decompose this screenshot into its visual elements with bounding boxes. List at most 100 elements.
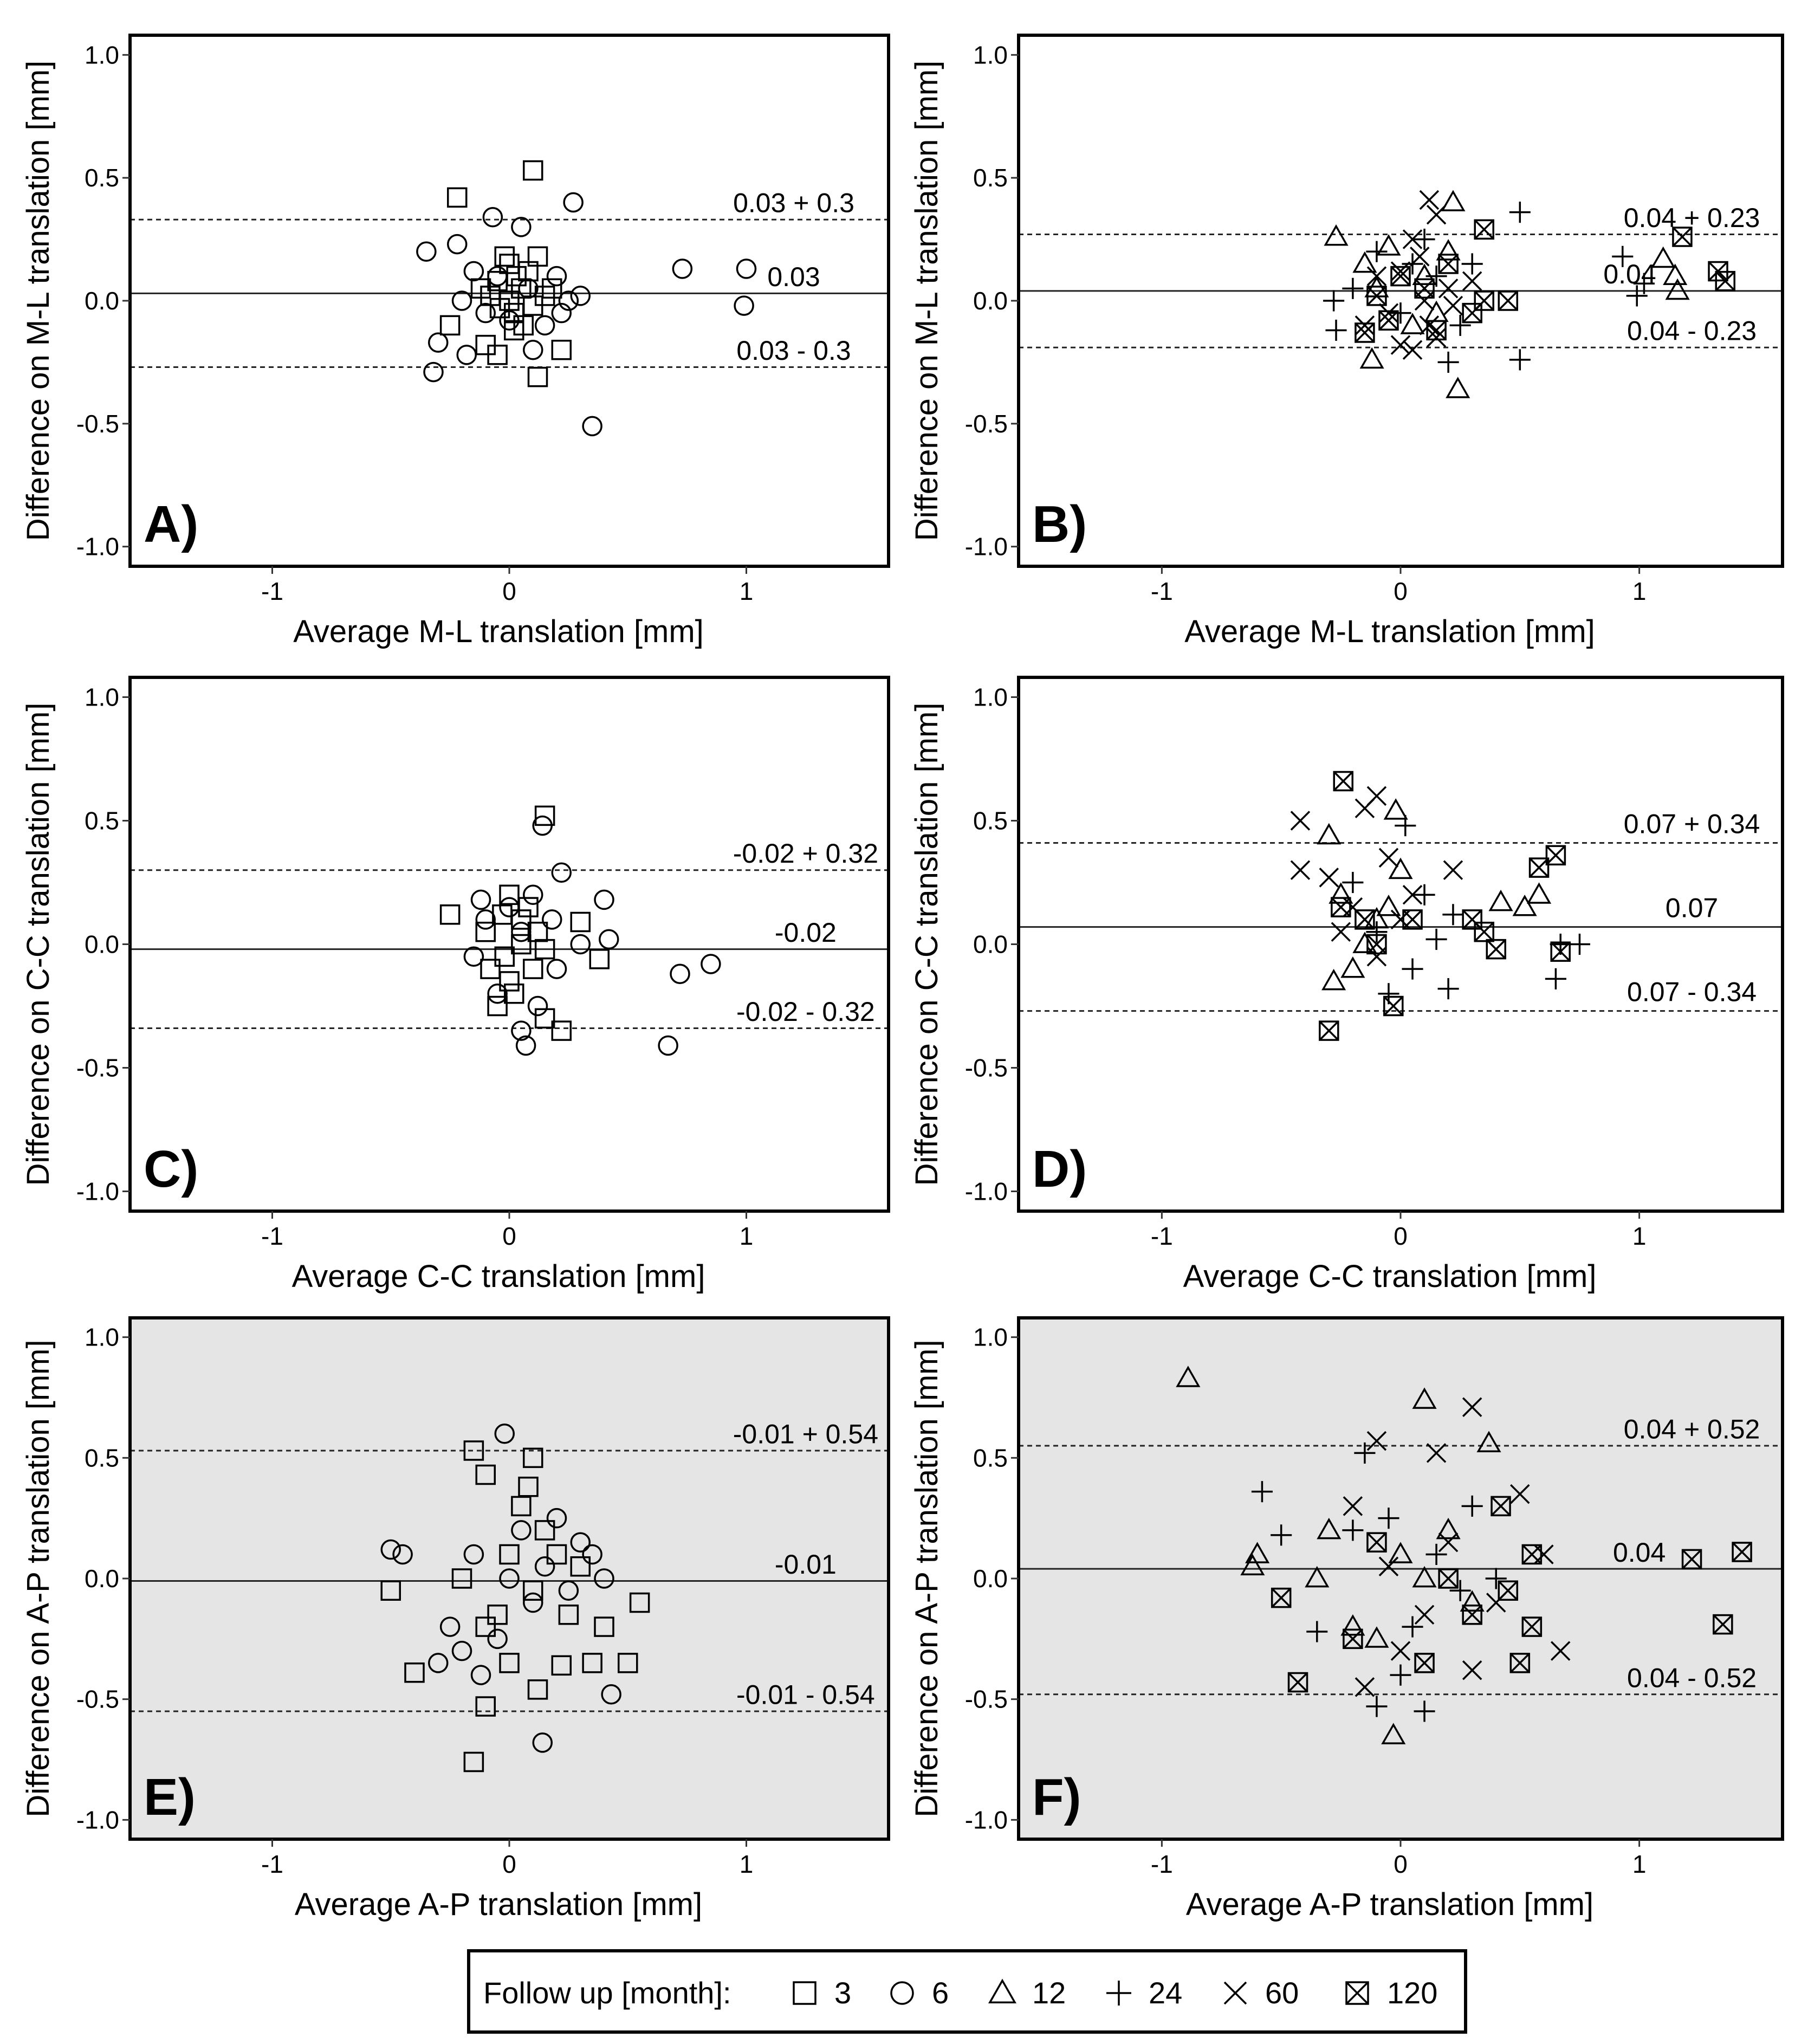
data-point — [499, 254, 520, 274]
data-point — [523, 884, 543, 905]
data-point — [1378, 848, 1399, 868]
data-point — [1366, 1431, 1387, 1451]
data-point — [1378, 310, 1399, 331]
series-6 — [463, 815, 721, 1056]
series-24 — [1342, 815, 1591, 1005]
data-point — [1713, 1614, 1733, 1635]
data-point — [1366, 266, 1387, 286]
data-point — [1528, 857, 1550, 878]
data-point — [499, 884, 520, 905]
data-point — [499, 310, 520, 331]
series-120 — [1319, 771, 1571, 1041]
annotation: 0.04 + 0.23 — [1624, 203, 1760, 233]
data-point — [1366, 1696, 1388, 1717]
data-point — [1681, 1549, 1702, 1570]
data-point — [1672, 227, 1693, 247]
x-tick-label: 1 — [1632, 1850, 1647, 1878]
data-point — [670, 963, 690, 984]
data-point — [1410, 247, 1430, 267]
data-point — [1437, 351, 1459, 373]
data-point — [570, 911, 591, 933]
y-tick-label: 0.5 — [85, 806, 119, 835]
data-point — [1317, 823, 1342, 845]
data-point — [511, 934, 532, 955]
series-120 — [1271, 1496, 1752, 1693]
data-point — [463, 1440, 484, 1461]
annotation: 0.04 — [1603, 259, 1656, 289]
plus-icon — [1106, 1981, 1131, 2006]
y-tick-label: 0.5 — [973, 806, 1008, 835]
data-point — [499, 971, 520, 992]
y-tick-label: -0.5 — [965, 1685, 1008, 1713]
data-point — [1462, 1397, 1482, 1418]
data-point — [672, 258, 693, 279]
legend-entry: 120 — [1345, 1976, 1437, 2010]
boxed-x-icon — [1345, 1981, 1369, 2005]
series-60 — [1355, 190, 1482, 360]
data-point — [416, 241, 437, 262]
data-point — [1426, 1443, 1447, 1463]
circle-icon — [890, 1981, 914, 2005]
panel-a: 0.03 + 0.3 0.03 0.03 - 0.3 1.0 0.5 0.0 -0.5 -1.… — [21, 34, 890, 649]
data-point — [380, 1539, 401, 1560]
y-tick-label: -1.0 — [76, 1806, 119, 1834]
data-point — [1378, 1508, 1399, 1529]
data-point — [558, 290, 579, 311]
data-point — [1462, 1660, 1482, 1680]
data-point — [1545, 845, 1566, 866]
y-tick-label: -1.0 — [965, 1806, 1008, 1834]
annotation: -0.01 — [775, 1549, 837, 1580]
annotation: -0.01 - 0.54 — [736, 1680, 875, 1710]
series-60 — [1343, 1397, 1571, 1697]
data-point — [1449, 314, 1471, 336]
data-point — [494, 946, 515, 967]
data-point — [1378, 1556, 1399, 1576]
data-point — [1414, 278, 1435, 299]
data-point — [1425, 266, 1447, 287]
data-point — [546, 266, 567, 287]
x-tick-label: 1 — [1632, 577, 1647, 605]
y-tick-label: 0.5 — [973, 164, 1008, 192]
data-point — [1376, 234, 1401, 256]
data-point — [1461, 1495, 1483, 1517]
y-axis-label: Difference on A-P translation [mm] — [909, 1340, 944, 1817]
y-tick-label: 1.0 — [85, 41, 119, 69]
data-point — [1329, 882, 1353, 904]
y-tick-label: -1.0 — [965, 533, 1008, 561]
annotation: -0.02 — [775, 917, 837, 948]
data-point — [470, 889, 491, 910]
data-point — [1443, 860, 1463, 880]
data-point — [629, 1592, 650, 1613]
data-point — [523, 1447, 543, 1469]
data-point — [542, 909, 562, 930]
data-point — [1438, 279, 1459, 299]
data-point — [1443, 295, 1463, 316]
data-point — [1412, 263, 1437, 286]
data-point — [1355, 909, 1375, 930]
data-point — [1425, 928, 1447, 950]
x-tick-label: 1 — [1632, 1222, 1647, 1250]
data-point — [475, 1616, 496, 1637]
x-tick-label: 0 — [502, 1222, 516, 1250]
data-point — [456, 345, 477, 365]
x-axis-label: Average M-L translation [mm] — [1184, 614, 1595, 649]
data-point — [1425, 1543, 1447, 1566]
data-point — [499, 1568, 520, 1589]
data-point — [1366, 286, 1387, 306]
x-tick-label: -1 — [1151, 1222, 1173, 1250]
data-point — [570, 1556, 591, 1577]
data-point — [1352, 932, 1377, 953]
plot-background — [1019, 1318, 1783, 1839]
data-point — [1355, 1677, 1375, 1697]
data-point — [482, 206, 503, 228]
data-point — [1449, 1580, 1471, 1601]
data-point — [1324, 224, 1349, 246]
data-point — [1381, 1723, 1406, 1744]
data-point — [439, 1616, 461, 1637]
data-point — [601, 1684, 621, 1705]
data-point — [1612, 245, 1634, 267]
data-point — [439, 904, 461, 925]
data-point — [1390, 335, 1411, 355]
y-tick-label: 0.5 — [85, 164, 119, 192]
data-point — [1176, 1366, 1201, 1387]
